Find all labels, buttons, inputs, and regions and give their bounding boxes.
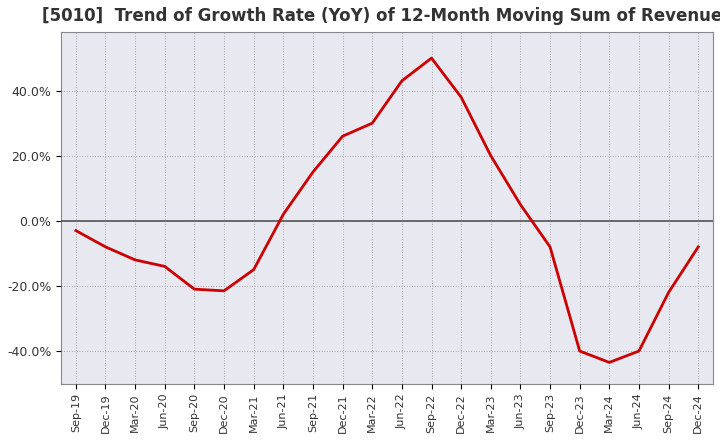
Title: [5010]  Trend of Growth Rate (YoY) of 12-Month Moving Sum of Revenues: [5010] Trend of Growth Rate (YoY) of 12-… bbox=[42, 7, 720, 25]
